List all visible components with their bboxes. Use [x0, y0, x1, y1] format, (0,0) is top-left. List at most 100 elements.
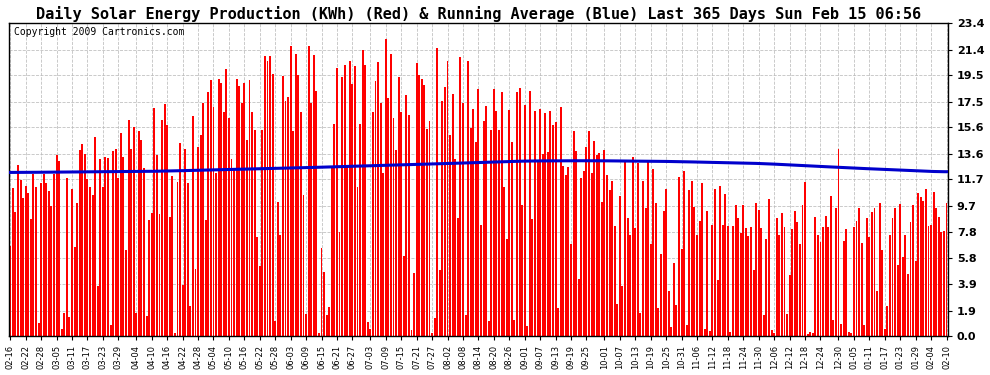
Bar: [261, 130, 263, 336]
Bar: [580, 178, 582, 336]
Bar: [847, 332, 849, 336]
Bar: [894, 208, 896, 336]
Bar: [150, 213, 152, 336]
Bar: [855, 221, 857, 336]
Bar: [514, 320, 516, 336]
Bar: [532, 219, 534, 336]
Bar: [279, 235, 281, 336]
Bar: [15, 211, 17, 336]
Bar: [426, 129, 428, 336]
Bar: [675, 305, 677, 336]
Bar: [931, 225, 932, 336]
Bar: [714, 189, 716, 336]
Bar: [313, 55, 315, 336]
Bar: [46, 183, 48, 336]
Bar: [43, 174, 45, 336]
Bar: [546, 152, 548, 336]
Bar: [269, 56, 271, 336]
Bar: [374, 81, 376, 336]
Bar: [12, 188, 14, 336]
Bar: [835, 208, 837, 336]
Bar: [331, 168, 333, 336]
Bar: [537, 160, 539, 336]
Bar: [406, 95, 407, 336]
Bar: [511, 142, 513, 336]
Bar: [398, 78, 400, 336]
Bar: [284, 101, 286, 336]
Bar: [76, 204, 78, 336]
Bar: [804, 182, 806, 336]
Bar: [609, 190, 611, 336]
Bar: [845, 230, 847, 336]
Bar: [727, 226, 729, 336]
Bar: [617, 304, 618, 336]
Bar: [575, 151, 577, 336]
Bar: [480, 225, 482, 336]
Bar: [925, 189, 927, 336]
Bar: [570, 244, 572, 336]
Bar: [55, 154, 57, 336]
Bar: [820, 242, 822, 336]
Bar: [318, 333, 320, 336]
Bar: [534, 111, 536, 336]
Bar: [938, 217, 940, 336]
Bar: [248, 80, 250, 336]
Bar: [942, 231, 944, 336]
Bar: [699, 220, 701, 336]
Bar: [168, 217, 170, 336]
Bar: [696, 234, 698, 336]
Bar: [750, 228, 752, 336]
Bar: [660, 254, 662, 336]
Bar: [873, 208, 875, 336]
Bar: [68, 317, 70, 336]
Bar: [693, 207, 695, 336]
Bar: [588, 131, 590, 336]
Bar: [907, 273, 909, 336]
Bar: [863, 324, 865, 336]
Bar: [817, 234, 819, 336]
Bar: [799, 243, 801, 336]
Bar: [336, 68, 338, 336]
Bar: [66, 178, 68, 336]
Bar: [488, 321, 490, 336]
Bar: [652, 168, 654, 336]
Bar: [38, 323, 40, 336]
Bar: [604, 150, 606, 336]
Bar: [601, 202, 603, 336]
Bar: [765, 238, 767, 336]
Bar: [400, 112, 402, 336]
Bar: [323, 272, 325, 336]
Bar: [559, 107, 561, 336]
Bar: [778, 235, 780, 336]
Bar: [17, 165, 19, 336]
Bar: [899, 204, 901, 336]
Bar: [215, 173, 217, 336]
Bar: [395, 150, 397, 336]
Bar: [300, 112, 302, 336]
Bar: [508, 110, 510, 336]
Bar: [246, 140, 248, 336]
Bar: [544, 113, 546, 336]
Bar: [464, 315, 466, 336]
Bar: [158, 214, 160, 336]
Bar: [701, 183, 703, 336]
Bar: [292, 132, 294, 336]
Bar: [918, 193, 919, 336]
Bar: [393, 118, 394, 336]
Bar: [223, 112, 225, 336]
Bar: [578, 279, 580, 336]
Bar: [141, 140, 143, 336]
Bar: [179, 142, 181, 336]
Bar: [271, 74, 273, 336]
Bar: [110, 325, 112, 336]
Bar: [53, 174, 55, 336]
Bar: [451, 94, 453, 336]
Bar: [138, 131, 140, 336]
Bar: [189, 306, 191, 336]
Bar: [403, 256, 405, 336]
Bar: [920, 197, 922, 336]
Bar: [449, 135, 451, 336]
Bar: [562, 166, 564, 336]
Bar: [768, 200, 770, 336]
Bar: [153, 108, 155, 336]
